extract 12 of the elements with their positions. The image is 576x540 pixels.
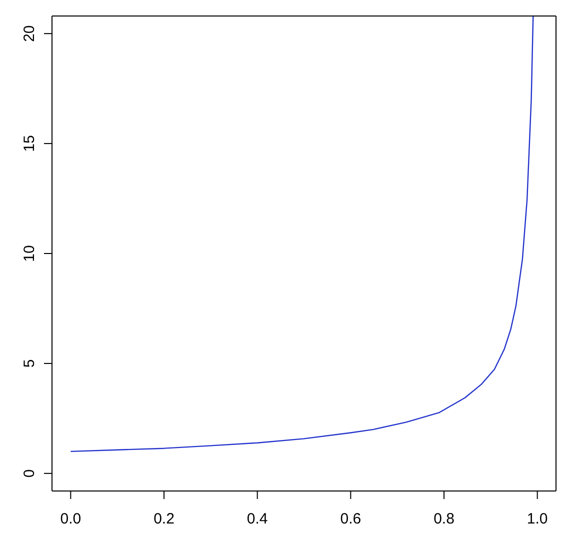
x-tick-label: 0.6 <box>340 510 362 528</box>
y-tick-label: 20 <box>21 25 38 42</box>
x-tick-label: 1.0 <box>526 510 548 528</box>
y-tick-label: 5 <box>21 359 38 368</box>
x-tick-label: 0.0 <box>60 510 82 528</box>
line-series <box>70 16 534 452</box>
x-tick-label: 0.8 <box>434 510 454 528</box>
x-tick-label: 0.2 <box>154 510 174 528</box>
y-tick-label: 0 <box>21 469 38 478</box>
y-tick-label: 15 <box>21 135 38 152</box>
y-tick-label: 10 <box>21 245 38 262</box>
x-tick-label: 0.4 <box>246 510 268 528</box>
